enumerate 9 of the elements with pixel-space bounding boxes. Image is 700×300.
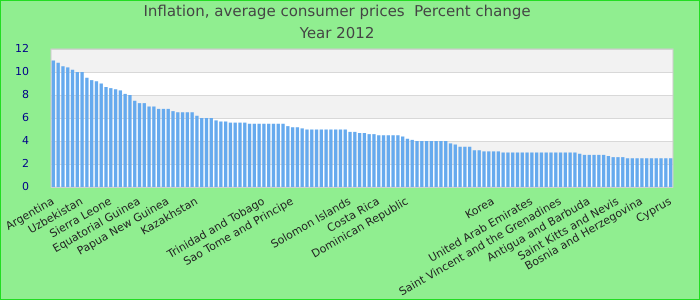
- y-tick-label: 12: [14, 42, 29, 55]
- y-tick-label: 6: [22, 110, 29, 124]
- y-tick-label: 0: [22, 180, 29, 193]
- y-tick-label: 8: [22, 88, 29, 101]
- y-tick-label: 10: [14, 64, 29, 78]
- y-tick-label: 4: [22, 134, 29, 147]
- chart-title: Inflation, average consumer prices Percent change: [143, 2, 531, 20]
- chart-subtitle: Year 2012: [298, 24, 374, 42]
- y-tick-label: 2: [22, 156, 29, 170]
